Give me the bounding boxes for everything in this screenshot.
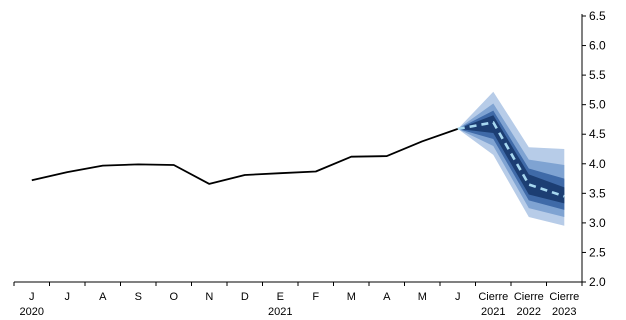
x-tick-label: N bbox=[205, 291, 213, 303]
y-tick-label: 3.0 bbox=[589, 216, 606, 230]
fan-bands bbox=[457, 91, 565, 226]
x-tick-label: S bbox=[135, 291, 142, 303]
axes bbox=[13, 14, 586, 286]
x-tick-label: M bbox=[347, 291, 356, 303]
x-tick-label: O bbox=[170, 291, 179, 303]
y-tick-label: 5.5 bbox=[589, 68, 606, 82]
x-tick-sublabel: 2023 bbox=[552, 306, 576, 318]
x-tick-label: J bbox=[455, 291, 461, 303]
x-tick-label: E bbox=[277, 291, 284, 303]
y-tick-label: 4.5 bbox=[589, 127, 606, 141]
x-tick-sublabel: 2022 bbox=[517, 306, 541, 318]
x-tick-sublabel: 2021 bbox=[481, 306, 505, 318]
x-tick-label: M bbox=[418, 291, 427, 303]
x-tick-sublabel: 2020 bbox=[20, 306, 44, 318]
y-tick-label: 2.0 bbox=[589, 275, 606, 289]
y-tick-label: 6.0 bbox=[589, 39, 606, 53]
y-tick-labels: 2.0 2.5 3.0 3.5 4.0 4.5 5.0 5.5 6.0 6.5 bbox=[589, 9, 606, 289]
series-lines bbox=[31, 121, 565, 198]
x-tick-label: Cierre bbox=[514, 291, 544, 303]
y-tick-label: 4.0 bbox=[589, 157, 606, 171]
y-tick-label: 2.5 bbox=[589, 245, 606, 259]
x-tick-label: F bbox=[312, 291, 319, 303]
fan-band-core bbox=[457, 115, 565, 204]
x-tick-label: D bbox=[241, 291, 249, 303]
historical-line bbox=[31, 128, 459, 185]
x-tick-labels: J 2020 J A S O N D E 2021 F M A M J Cierre 2021 Cierre 202… bbox=[20, 291, 580, 318]
y-tick-label: 5.0 bbox=[589, 98, 606, 112]
x-tick-label: J bbox=[29, 291, 35, 303]
x-tick-label: Cierre bbox=[478, 291, 508, 303]
x-tick-label: J bbox=[65, 291, 71, 303]
x-tick-label: Cierre bbox=[549, 291, 579, 303]
x-tick-label: A bbox=[383, 291, 391, 303]
y-tick-label: 3.5 bbox=[589, 186, 606, 200]
forecast-median-line bbox=[457, 121, 565, 198]
y-tick-label: 6.5 bbox=[589, 9, 606, 23]
x-tick-sublabel: 2021 bbox=[268, 306, 292, 318]
x-tick-label: A bbox=[99, 291, 107, 303]
